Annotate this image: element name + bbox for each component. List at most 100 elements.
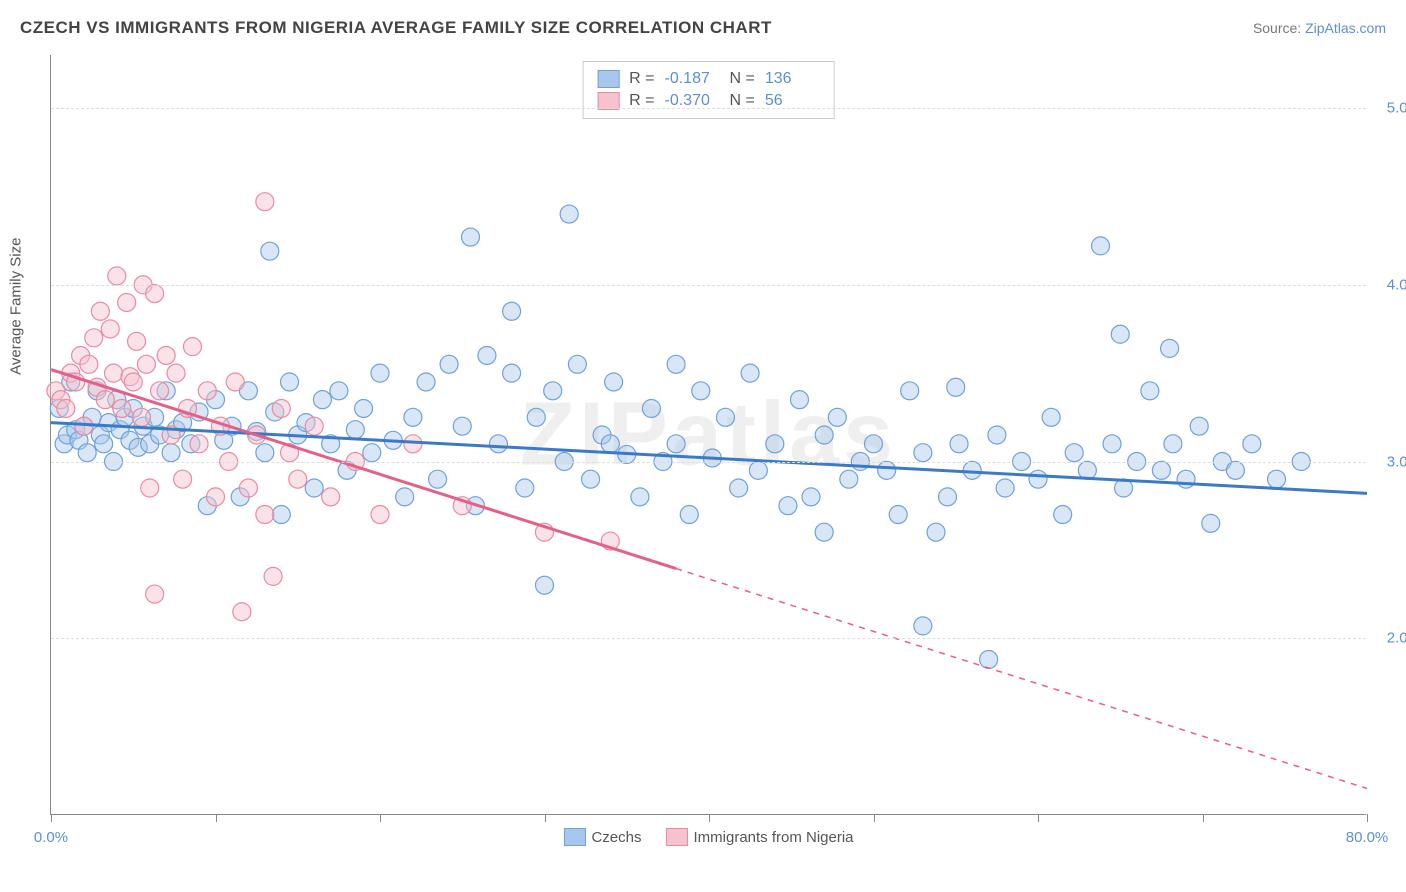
data-point — [128, 332, 146, 350]
data-point — [95, 435, 113, 453]
correlation-stats-box: R = -0.187 N = 136 R = -0.370 N = 56 — [582, 61, 835, 119]
n-label: N = — [730, 70, 755, 88]
x-tick — [874, 814, 875, 822]
data-point — [1092, 237, 1110, 255]
data-point — [96, 391, 114, 409]
x-tick — [545, 814, 546, 822]
data-point — [878, 461, 896, 479]
data-point — [914, 444, 932, 462]
legend-label-czechs: Czechs — [591, 829, 641, 846]
gridline — [51, 108, 1366, 109]
series-legend: Czechs Immigrants from Nigeria — [563, 828, 853, 846]
data-point — [560, 205, 578, 223]
data-point — [124, 373, 142, 391]
data-point — [101, 320, 119, 338]
source-prefix: Source: — [1253, 20, 1305, 36]
swatch-czechs — [597, 70, 619, 88]
data-point — [226, 373, 244, 391]
chart-title: CZECH VS IMMIGRANTS FROM NIGERIA AVERAGE… — [20, 18, 772, 38]
legend-item-czechs: Czechs — [563, 828, 641, 846]
data-point — [779, 497, 797, 515]
data-point — [1111, 325, 1129, 343]
data-point — [802, 488, 820, 506]
n-value-czechs: 136 — [765, 70, 820, 88]
data-point — [453, 417, 471, 435]
data-point — [914, 617, 932, 635]
data-point — [233, 603, 251, 621]
data-point — [239, 479, 257, 497]
y-tick-label: 3.00 — [1371, 453, 1406, 470]
data-point — [429, 470, 447, 488]
data-point — [503, 364, 521, 382]
data-point — [741, 364, 759, 382]
data-point — [1054, 506, 1072, 524]
data-point — [489, 435, 507, 453]
data-point — [503, 302, 521, 320]
data-point — [162, 444, 180, 462]
data-point — [198, 382, 216, 400]
data-point — [1243, 435, 1261, 453]
y-tick-label: 5.00 — [1371, 100, 1406, 117]
data-point — [174, 470, 192, 488]
gridline — [51, 462, 1366, 463]
data-point — [78, 444, 96, 462]
data-point — [146, 285, 164, 303]
data-point — [1103, 435, 1121, 453]
data-point — [527, 408, 545, 426]
r-value-czechs: -0.187 — [665, 70, 720, 88]
data-point — [478, 346, 496, 364]
data-point — [988, 426, 1006, 444]
data-point — [132, 408, 150, 426]
data-point — [91, 302, 109, 320]
data-point — [461, 228, 479, 246]
data-point — [272, 399, 290, 417]
source-link[interactable]: ZipAtlas.com — [1305, 20, 1386, 36]
data-point — [950, 435, 968, 453]
data-point — [141, 479, 159, 497]
data-point — [840, 470, 858, 488]
data-point — [730, 479, 748, 497]
data-point — [815, 426, 833, 444]
data-point — [692, 382, 710, 400]
data-point — [371, 364, 389, 382]
data-point — [313, 391, 331, 409]
data-point — [167, 364, 185, 382]
data-point — [601, 435, 619, 453]
data-point — [667, 435, 685, 453]
data-point — [183, 338, 201, 356]
header: CZECH VS IMMIGRANTS FROM NIGERIA AVERAGE… — [20, 18, 1386, 38]
x-tick — [1367, 814, 1368, 822]
data-point — [889, 506, 907, 524]
data-point — [417, 373, 435, 391]
data-point — [371, 506, 389, 524]
data-point — [118, 293, 136, 311]
data-point — [137, 355, 155, 373]
data-point — [901, 382, 919, 400]
data-point — [261, 242, 279, 260]
x-tick — [51, 814, 52, 822]
data-point — [790, 391, 808, 409]
data-point — [281, 373, 299, 391]
x-tick-label: 80.0% — [1346, 829, 1389, 846]
data-point — [680, 506, 698, 524]
data-point — [57, 399, 75, 417]
x-tick — [1203, 814, 1204, 822]
data-point — [157, 346, 175, 364]
legend-swatch-czechs — [563, 828, 585, 846]
data-point — [939, 488, 957, 506]
data-point — [865, 435, 883, 453]
gridline — [51, 638, 1366, 639]
x-tick — [1038, 814, 1039, 822]
data-point — [355, 399, 373, 417]
legend-swatch-nigeria — [665, 828, 687, 846]
data-point — [85, 329, 103, 347]
data-point — [1029, 470, 1047, 488]
data-point — [346, 421, 364, 439]
data-point — [996, 479, 1014, 497]
data-point — [256, 506, 274, 524]
x-tick — [709, 814, 710, 822]
data-point — [1202, 514, 1220, 532]
data-point — [582, 470, 600, 488]
data-point — [330, 382, 348, 400]
data-point — [1065, 444, 1083, 462]
